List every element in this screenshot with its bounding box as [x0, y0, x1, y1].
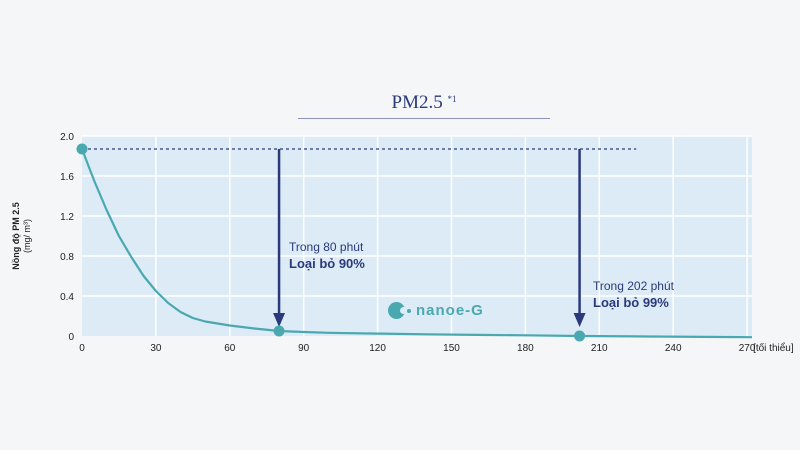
tick-labels: 0 30 60 90 120 150 180 210 240 270 0 0.4 0.8 1.2 1.6 2.…	[60, 132, 794, 354]
y-tick-label: 0.8	[60, 252, 74, 263]
nanoe-logo-icon	[388, 302, 407, 319]
x-tick-label: 0	[79, 343, 85, 354]
title-text: PM2.5	[391, 92, 443, 113]
plot-background	[82, 136, 752, 336]
data-point	[76, 143, 88, 155]
chart-title: PM2.5 *1	[298, 92, 550, 114]
data-point	[273, 325, 285, 337]
data-point	[574, 330, 586, 342]
series-group	[80, 148, 753, 339]
annotation-202min-line1: Trong 202 phút	[593, 279, 674, 293]
y-tick-label: 0.4	[60, 292, 74, 303]
x-tick-label: 90	[298, 343, 310, 354]
y-tick-label: 1.6	[60, 172, 74, 183]
y-tick-label: 1.2	[60, 212, 74, 223]
annotation-80min: Trong 80 phút Loại bỏ 90%	[289, 240, 365, 272]
x-tick-label: 270	[739, 343, 756, 354]
brand-logo: nanoe-G	[388, 302, 484, 319]
annotation-202min: Trong 202 phút Loại bỏ 99%	[593, 279, 674, 311]
title-underline	[298, 118, 550, 119]
chart-title-block: PM2.5 *1	[298, 92, 550, 119]
x-tick-label: 30	[150, 343, 162, 354]
y-axis-unit: (mg/ m³)	[22, 219, 32, 253]
y-axis-label-text: Nồng độ PM 2.5	[11, 202, 21, 270]
annotation-202min-line2: Loại bỏ 99%	[593, 295, 669, 310]
x-tick-label: 60	[224, 343, 236, 354]
title-superscript: *1	[447, 94, 457, 104]
gridlines	[82, 135, 752, 336]
y-tick-label: 2.0	[60, 132, 74, 143]
series-line	[80, 148, 753, 339]
x-tick-label: 210	[591, 343, 608, 354]
highlight-points	[76, 143, 586, 342]
arrow-head	[273, 313, 286, 327]
x-tick-label: 150	[443, 343, 460, 354]
y-axis-label: Nồng độ PM 2.5 (mg/ m³)	[11, 202, 33, 270]
y-tick-label: 0	[68, 332, 74, 343]
annotation-80min-line2: Loại bỏ 90%	[289, 256, 365, 271]
annotation-80min-line1: Trong 80 phút	[289, 240, 364, 254]
arrow-head	[573, 313, 586, 327]
x-tick-label: 240	[665, 343, 682, 354]
brand-text: nanoe-G	[416, 302, 484, 319]
arrows-group	[273, 149, 586, 327]
x-tick-label: 180	[517, 343, 534, 354]
x-axis-label: [tối thiểu]	[753, 342, 794, 354]
nanoe-logo-dot-icon	[407, 308, 411, 313]
x-tick-label: 120	[369, 343, 386, 354]
